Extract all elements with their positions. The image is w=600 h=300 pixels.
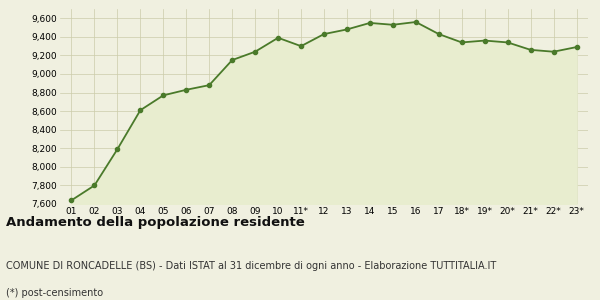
Text: (*) post-censimento: (*) post-censimento — [6, 288, 103, 298]
Text: Andamento della popolazione residente: Andamento della popolazione residente — [6, 216, 305, 229]
Text: COMUNE DI RONCADELLE (BS) - Dati ISTAT al 31 dicembre di ogni anno - Elaborazion: COMUNE DI RONCADELLE (BS) - Dati ISTAT a… — [6, 261, 496, 271]
